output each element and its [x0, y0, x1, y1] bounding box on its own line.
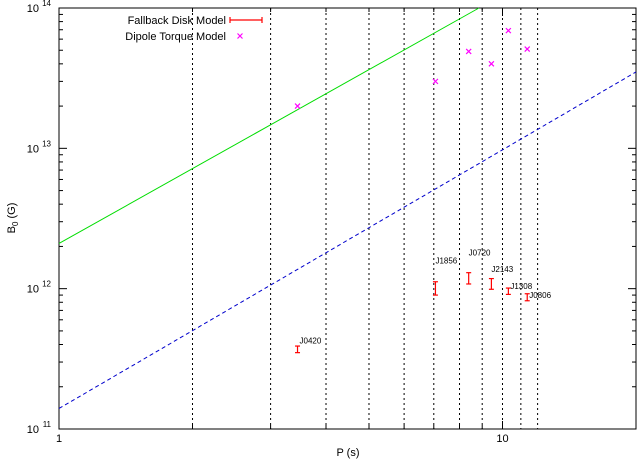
- y-tick-exponent: 13: [42, 139, 51, 148]
- legend-label-dipole: Dipole Torque Model: [125, 31, 226, 43]
- y-tick-label: 10: [27, 424, 39, 436]
- dipole-point: [488, 60, 495, 67]
- point-label: J2143: [491, 265, 513, 274]
- solid-model-line: [58, 7, 480, 244]
- dipole-point: [432, 78, 439, 85]
- x-tick-label: 1: [56, 433, 62, 445]
- plot-frame: [58, 7, 637, 430]
- point-label: J0720: [469, 249, 491, 258]
- point-label: J1308: [510, 282, 532, 291]
- y-tick-exponent: 14: [42, 0, 51, 8]
- y-tick-exponent: 12: [42, 280, 51, 289]
- y-tick-exponent: 11: [43, 420, 52, 429]
- dipole-point: [524, 46, 531, 52]
- x-axis-label: P (s): [336, 447, 359, 459]
- point-label: J1856: [435, 257, 457, 266]
- dipole-point: [294, 103, 301, 110]
- y-tick-label: 10: [27, 3, 39, 15]
- point-label: J0806: [529, 291, 551, 300]
- point-label: J0420: [300, 336, 322, 345]
- dashed-model-line: [58, 71, 637, 409]
- y-tick-label: 10: [27, 284, 39, 296]
- dipole-point: [465, 48, 472, 55]
- legend-swatch-dipole: [237, 33, 243, 39]
- legend-label-fallback: Fallback Disk Model: [128, 15, 226, 27]
- y-axis-label: B0 (G): [6, 203, 20, 234]
- x-tick-label: 10: [496, 433, 508, 445]
- dipole-point: [505, 27, 512, 34]
- y-tick-label: 10: [27, 143, 39, 155]
